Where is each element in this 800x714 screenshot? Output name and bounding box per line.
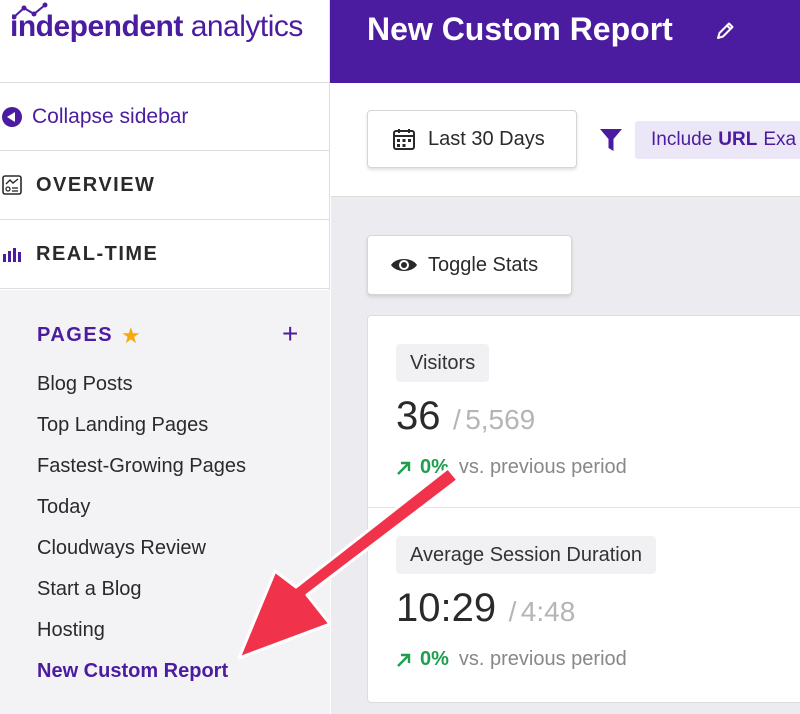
logo-word-1: independent bbox=[10, 10, 183, 43]
sidebar-item-real-time-label: REAL-TIME bbox=[36, 242, 159, 265]
sidebar-item-real-time[interactable]: REAL-TIME bbox=[0, 220, 330, 289]
sidebar-page-item[interactable]: Cloudways Review bbox=[37, 537, 206, 559]
star-icon: ★ bbox=[121, 322, 141, 348]
stats-card: Visitors 36 / 5,569 0% vs. previous peri… bbox=[367, 315, 800, 703]
stat-value: 10:29 / 4:48 bbox=[396, 586, 575, 631]
stat-change-caption: vs. previous period bbox=[458, 648, 627, 670]
stat-change-caption: vs. previous period bbox=[458, 456, 627, 478]
sidebar-page-item[interactable]: Start a Blog bbox=[37, 578, 142, 600]
trend-up-icon bbox=[397, 653, 411, 667]
filter-icon[interactable] bbox=[599, 127, 623, 153]
stat-previous-value: 5,569 bbox=[465, 404, 536, 435]
pages-title: PAGES bbox=[37, 324, 114, 346]
sidebar-page-item[interactable]: Today bbox=[37, 496, 91, 518]
logo-graph-icon bbox=[12, 2, 48, 20]
page-title: New Custom Report bbox=[367, 11, 673, 47]
stat-current-value: 10:29 bbox=[396, 586, 497, 630]
sidebar-item-overview[interactable]: OVERVIEW bbox=[0, 151, 330, 220]
sidebar-page-item[interactable]: Hosting bbox=[37, 619, 105, 641]
sidebar-page-item[interactable]: Top Landing Pages bbox=[37, 414, 209, 436]
stat-label: Average Session Duration bbox=[396, 536, 656, 574]
logo-text: independent analytics bbox=[10, 10, 303, 44]
overview-icon bbox=[2, 175, 22, 195]
calendar-icon bbox=[393, 129, 415, 150]
collapse-sidebar-label: Collapse sidebar bbox=[32, 104, 189, 128]
date-range-button[interactable]: Last 30 Days bbox=[367, 110, 577, 168]
main-content: Toggle Stats Visitors 36 / 5,569 0% vs. … bbox=[331, 197, 800, 714]
filter-chip[interactable]: Include URL Exa bbox=[635, 121, 800, 159]
logo-word-2: analytics bbox=[190, 10, 304, 43]
sidebar-page-item-active[interactable]: New Custom Report bbox=[37, 660, 229, 682]
filter-prefix: Include bbox=[651, 129, 713, 150]
stat-visitors: Visitors 36 / 5,569 0% vs. previous peri… bbox=[368, 316, 800, 508]
pages-heading: PAGES ★ bbox=[37, 324, 141, 347]
stat-separator: / bbox=[452, 404, 461, 435]
page-header: New Custom Report bbox=[330, 0, 800, 83]
stat-label: Visitors bbox=[396, 344, 490, 382]
stat-value: 36 / 5,569 bbox=[396, 394, 535, 439]
filter-value: Exa bbox=[763, 129, 797, 150]
filter-field: URL bbox=[718, 129, 758, 150]
edit-title-icon[interactable] bbox=[714, 20, 736, 42]
stat-current-value: 36 bbox=[396, 394, 441, 438]
stat-separator: / bbox=[508, 596, 517, 627]
bar-chart-icon bbox=[3, 248, 21, 262]
stat-average-session-duration: Average Session Duration 10:29 / 4:48 0%… bbox=[368, 508, 800, 704]
collapse-arrow-icon bbox=[2, 106, 22, 127]
sidebar-item-overview-label: OVERVIEW bbox=[36, 173, 156, 196]
toggle-stats-button[interactable]: Toggle Stats bbox=[367, 235, 572, 295]
date-range-label: Last 30 Days bbox=[428, 127, 545, 150]
sidebar-page-item[interactable]: Fastest-Growing Pages bbox=[37, 455, 246, 477]
stat-change-percent: 0% bbox=[420, 648, 449, 670]
collapse-sidebar-button[interactable]: Collapse sidebar bbox=[0, 83, 330, 151]
toggle-stats-label: Toggle Stats bbox=[428, 253, 539, 276]
eye-icon bbox=[391, 259, 417, 271]
pages-section: PAGES ★ + Blog Posts Top Landing Pages F… bbox=[0, 290, 330, 714]
trend-up-icon bbox=[397, 461, 411, 475]
stat-change: 0% vs. previous period bbox=[396, 648, 627, 671]
stat-previous-value: 4:48 bbox=[520, 596, 576, 627]
stat-change: 0% vs. previous period bbox=[396, 456, 627, 479]
sidebar: independent analytics Collapse sidebar O… bbox=[0, 0, 330, 714]
sidebar-page-item[interactable]: Blog Posts bbox=[37, 373, 133, 395]
report-toolbar: Last 30 Days Include URL Exa bbox=[331, 83, 800, 197]
logo[interactable]: independent analytics bbox=[0, 0, 330, 83]
stat-change-percent: 0% bbox=[420, 456, 449, 478]
pages-list: Blog Posts Top Landing Pages Fastest-Gro… bbox=[37, 372, 246, 700]
add-report-button[interactable]: + bbox=[282, 318, 299, 349]
